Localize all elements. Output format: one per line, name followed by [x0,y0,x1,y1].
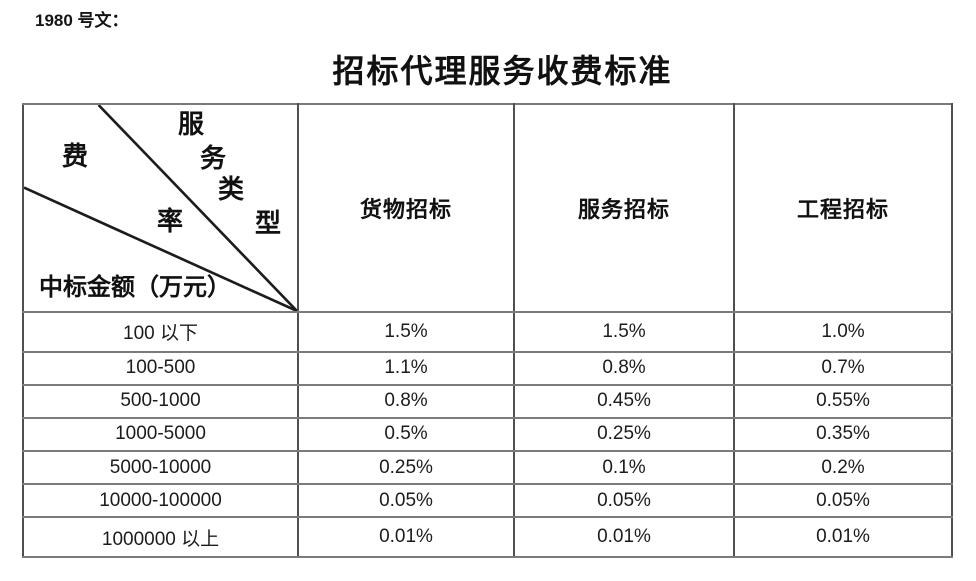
table-row: 500-1000 0.8% 0.45% 0.55% [22,383,953,419]
fee-rate-cell: 0.5% [297,416,515,453]
table-row: 100-500 1.1% 0.8% 0.7% [22,350,953,386]
fee-rate-cell: 0.45% [513,383,735,419]
header-row: 服 费 务 类 率 型 中标金额（万元） 货物招标 服务招标 工程招标 [22,103,953,313]
fee-rate-cell: 1.5% [513,311,735,353]
fee-rate-cell: 0.25% [297,449,515,486]
row-label: 100-500 [22,350,299,386]
row-label: 500-1000 [22,383,299,419]
fee-rate-cell: 0.35% [733,416,953,453]
corner-label-service-type-char: 服 [178,110,205,139]
fee-rate-cell: 0.25% [513,416,735,453]
table-row: 1000-5000 0.5% 0.25% 0.35% [22,416,953,453]
row-label: 10000-100000 [22,483,299,519]
fee-rate-cell: 0.1% [513,449,735,486]
fee-rate-cell: 1.0% [733,311,953,353]
row-label: 100 以下 [22,311,299,353]
table-row: 5000-10000 0.25% 0.1% 0.2% [22,449,953,486]
fee-rate-cell: 0.8% [297,383,515,419]
fee-rate-cell: 0.55% [733,383,953,419]
fee-rate-cell: 0.01% [297,516,515,558]
row-label: 5000-10000 [22,449,299,486]
diagonal-lines [24,105,297,311]
page-title: 招标代理服务收费标准 [332,53,673,89]
table-row: 1000000 以上 0.01% 0.01% 0.01% [22,516,953,558]
fee-rate-cell: 0.01% [733,516,953,558]
col-header-goods-bidding: 货物招标 [297,103,515,313]
col-header-service-bidding: 服务招标 [513,103,735,313]
col-header-works-bidding: 工程招标 [733,103,953,313]
corner-label-fee-rate-char: 率 [157,207,184,236]
fee-rate-cell: 1.5% [297,311,515,353]
fee-rate-cell: 0.05% [513,483,735,519]
fee-rate-cell: 0.05% [733,483,953,519]
corner-label-service-type-char: 类 [218,175,245,204]
corner-label-fee-rate-char: 费 [62,142,89,171]
fee-standard-table: 服 费 务 类 率 型 中标金额（万元） 货物招标 服务招标 工程招标 100 … [22,103,953,558]
corner-label-service-type-char: 务 [200,144,227,173]
fee-rate-cell: 0.01% [513,516,735,558]
doc-number-label: 1980 号文： [35,11,129,30]
fee-rate-cell: 0.8% [513,350,735,386]
fee-rate-cell: 0.05% [297,483,515,519]
table-row: 100 以下 1.5% 1.5% 1.0% [22,311,953,353]
fee-rate-cell: 1.1% [297,350,515,386]
row-label: 1000-5000 [22,416,299,453]
table-row: 10000-100000 0.05% 0.05% 0.05% [22,483,953,519]
diagonal-corner-cell: 服 费 务 类 率 型 中标金额（万元） [22,103,299,313]
row-label: 1000000 以上 [22,516,299,558]
fee-rate-cell: 0.2% [733,449,953,486]
corner-label-service-type-char: 型 [255,209,282,238]
corner-label-bid-amount: 中标金额（万元） [39,275,231,301]
fee-rate-cell: 0.7% [733,350,953,386]
